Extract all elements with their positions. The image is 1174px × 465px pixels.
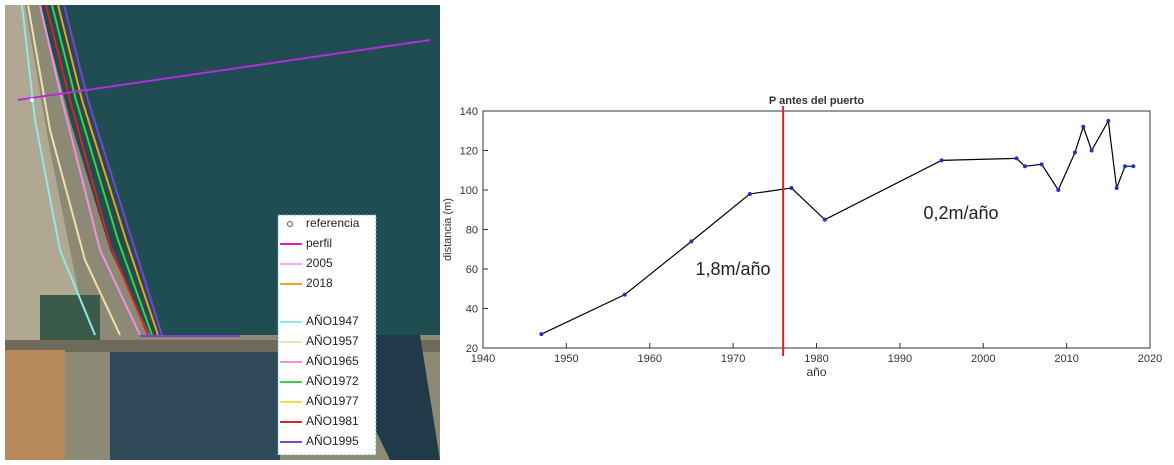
data-point <box>1040 162 1044 166</box>
legend-label: AÑO1977 <box>306 394 359 408</box>
legend-label: AÑO1957 <box>306 334 359 348</box>
data-point <box>1015 156 1019 160</box>
x-tick-label: 1980 <box>804 353 828 365</box>
data-point <box>689 239 693 243</box>
y-axis-label: distancia (m) <box>442 198 454 261</box>
y-tick-label: 120 <box>460 146 478 158</box>
y-tick-label: 140 <box>460 106 478 118</box>
annotation: 0,2m/año <box>923 203 998 223</box>
data-point <box>539 332 543 336</box>
x-tick-label: 1960 <box>638 353 662 365</box>
data-point <box>623 293 627 297</box>
data-point <box>789 186 793 190</box>
chart-title: P antes del puerto <box>769 95 864 107</box>
y-tick-label: 80 <box>466 225 478 237</box>
data-point <box>1115 186 1119 190</box>
legend-label: AÑO1995 <box>306 434 359 448</box>
y-tick-label: 40 <box>466 304 478 316</box>
data-point <box>1073 150 1077 154</box>
legend-label: AÑO1965 <box>306 354 359 368</box>
data-point <box>748 192 752 196</box>
data-point <box>1123 164 1127 168</box>
x-tick-label: 1990 <box>888 353 912 365</box>
x-tick-label: 2020 <box>1138 353 1162 365</box>
map-legend: referencia perfil 2005 2018 AÑO1947 AÑO1957 AÑ… <box>278 215 376 455</box>
data-point <box>940 158 944 162</box>
plot-area <box>483 111 1150 348</box>
x-tick-label: 2010 <box>1054 353 1078 365</box>
y-tick-label: 60 <box>466 264 478 276</box>
data-point <box>1081 125 1085 129</box>
data-point <box>1023 164 1027 168</box>
x-axis-label: año <box>806 365 826 379</box>
data-point <box>1131 164 1135 168</box>
legend-label: AÑO1981 <box>306 414 359 428</box>
legend-label: AÑO1947 <box>306 314 359 328</box>
legend-label: AÑO1972 <box>306 374 359 388</box>
legend-label: 2018 <box>306 276 333 290</box>
x-tick-label: 1950 <box>554 353 578 365</box>
x-tick-label: 1970 <box>721 353 745 365</box>
x-tick-label: 1940 <box>471 353 495 365</box>
legend-label: perfil <box>306 236 332 250</box>
annotation: 1,8m/año <box>695 259 770 279</box>
legend-label: referencia <box>306 216 360 230</box>
data-point <box>1090 149 1094 153</box>
data-point <box>823 218 827 222</box>
legend-label: 2005 <box>306 256 333 270</box>
data-point <box>1106 119 1110 123</box>
data-point <box>1056 188 1060 192</box>
page: referencia perfil 2005 2018 AÑO1947 AÑO1957 AÑ… <box>0 0 1174 460</box>
y-tick-label: 100 <box>460 185 478 197</box>
x-tick-label: 2000 <box>971 353 995 365</box>
